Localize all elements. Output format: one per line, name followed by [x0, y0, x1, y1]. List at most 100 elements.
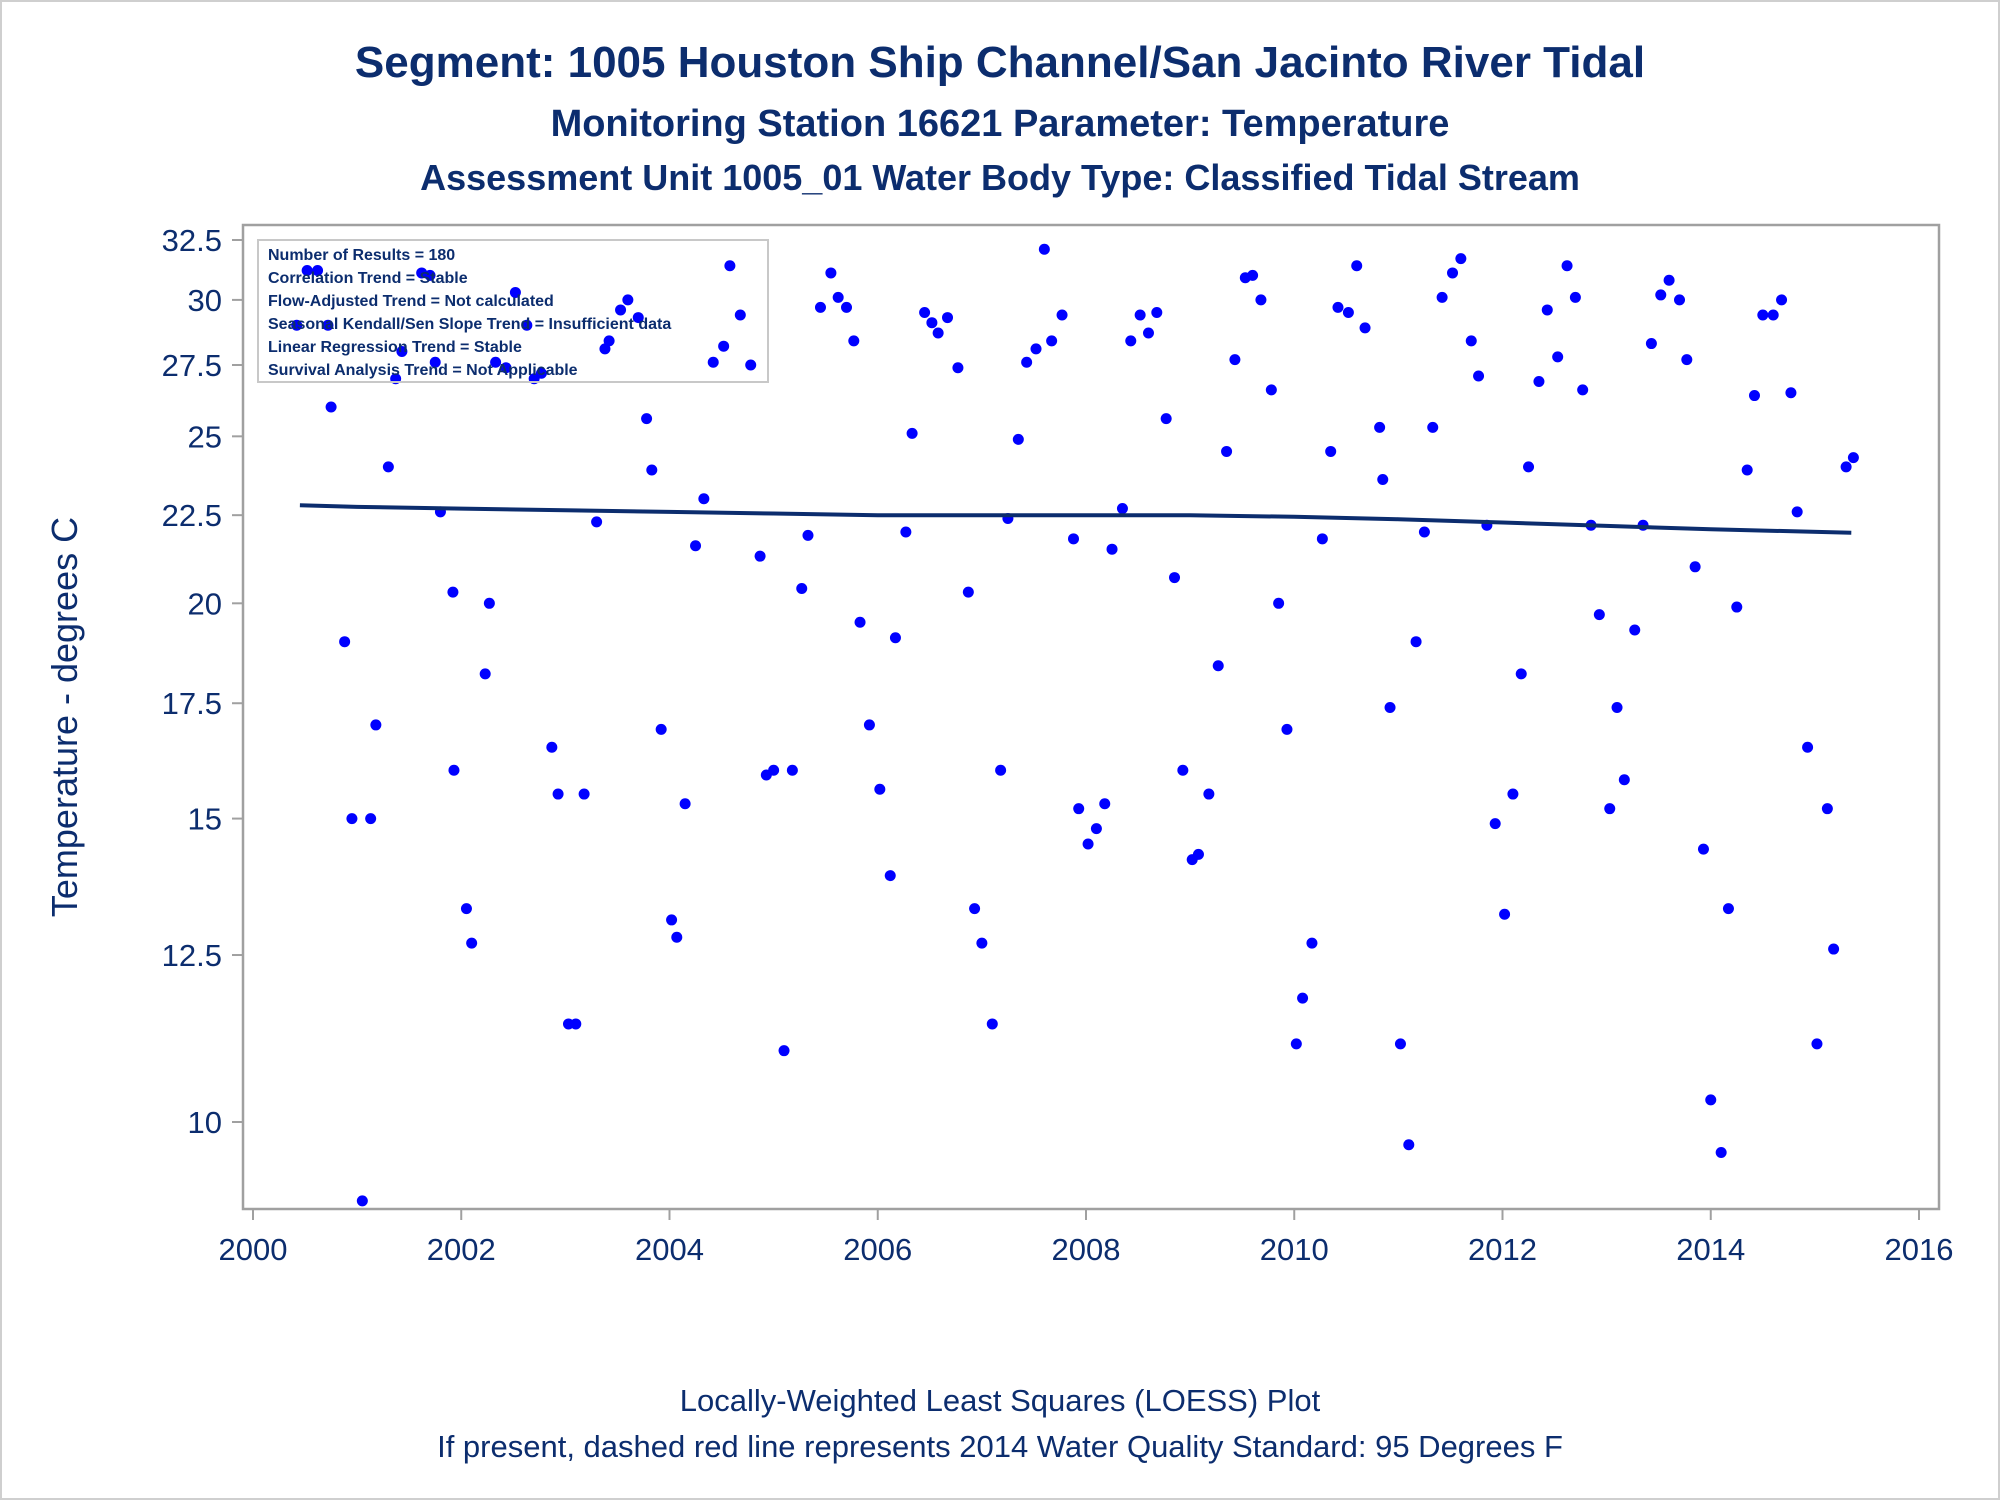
- data-point: [942, 312, 954, 324]
- y-tick-label: 15: [188, 802, 222, 837]
- data-point: [1265, 384, 1277, 396]
- data-point: [622, 294, 634, 306]
- footnote-standard: If present, dashed red line represents 2…: [437, 1429, 1563, 1464]
- data-point: [1593, 609, 1605, 621]
- data-point: [1785, 387, 1797, 399]
- data-point: [1134, 309, 1146, 321]
- data-point: [325, 401, 337, 413]
- x-tick-label: 2012: [1468, 1232, 1537, 1267]
- data-point: [926, 317, 938, 329]
- data-point: [1507, 788, 1519, 800]
- data-point: [1290, 1038, 1302, 1050]
- data-point: [796, 582, 808, 594]
- data-point: [1255, 294, 1267, 306]
- data-point: [301, 265, 313, 277]
- x-tick-label: 2002: [427, 1232, 496, 1267]
- data-point: [1499, 908, 1511, 920]
- data-point: [1604, 803, 1616, 815]
- y-tick-label: 20: [188, 586, 222, 621]
- data-point: [1447, 267, 1459, 279]
- data-point: [825, 267, 837, 279]
- data-point: [1038, 243, 1050, 255]
- data-point: [396, 346, 408, 358]
- data-point: [416, 267, 428, 279]
- stats-line: Seasonal Kendall/Sen Slope Trend = Insuf…: [268, 316, 671, 333]
- data-point: [679, 798, 691, 810]
- data-point: [646, 464, 658, 476]
- data-point: [1741, 464, 1753, 476]
- data-point: [552, 788, 564, 800]
- data-point: [854, 616, 866, 628]
- data-point: [521, 319, 533, 331]
- data-point: [1697, 843, 1709, 855]
- series-points: [291, 243, 1859, 1207]
- data-point: [603, 335, 615, 347]
- x-tick-label: 2000: [219, 1232, 288, 1267]
- data-point: [952, 362, 964, 374]
- data-point: [1106, 543, 1118, 555]
- y-tick-label: 17.5: [162, 686, 222, 721]
- data-point: [1847, 452, 1859, 464]
- data-point: [591, 516, 603, 528]
- data-point: [986, 1018, 998, 1030]
- data-point: [1099, 798, 1111, 810]
- data-point: [1436, 291, 1448, 303]
- chart-subtitle-2: Assessment Unit 1005_01 Water Body Type:…: [420, 157, 1580, 198]
- data-point: [832, 291, 844, 303]
- data-point: [1229, 354, 1241, 366]
- data-point: [1645, 338, 1657, 350]
- x-tick-label: 2008: [1052, 1232, 1121, 1267]
- data-point: [424, 269, 436, 281]
- data-point: [1410, 636, 1422, 648]
- data-point: [1012, 433, 1024, 445]
- data-point: [466, 937, 478, 949]
- data-point: [1561, 260, 1573, 272]
- data-point: [814, 301, 826, 313]
- data-point: [322, 319, 334, 331]
- data-point: [1811, 1038, 1823, 1050]
- y-tick-label: 30: [188, 283, 222, 318]
- data-point: [802, 529, 814, 541]
- data-point: [356, 1195, 368, 1207]
- data-point: [718, 340, 730, 352]
- data-point: [1791, 506, 1803, 518]
- data-point: [1629, 624, 1641, 636]
- data-point: [1030, 343, 1042, 355]
- footnote-loess: Locally-Weighted Least Squares (LOESS) P…: [679, 1383, 1321, 1418]
- data-point: [1082, 838, 1094, 850]
- stats-line: Number of Results = 180: [268, 247, 455, 264]
- plot-area: [241, 223, 1941, 1211]
- data-point: [889, 632, 901, 644]
- data-point: [1757, 309, 1769, 321]
- data-point: [1618, 774, 1630, 786]
- y-tick-label: 32.5: [162, 223, 222, 258]
- data-point: [734, 309, 746, 321]
- data-point: [1455, 253, 1467, 265]
- data-point: [906, 427, 918, 439]
- data-point: [1655, 289, 1667, 301]
- data-point: [1731, 601, 1743, 613]
- data-point: [698, 493, 710, 505]
- data-point: [479, 668, 491, 680]
- data-point: [1611, 702, 1623, 714]
- data-point: [1056, 309, 1068, 321]
- data-point: [995, 764, 1007, 776]
- data-point: [615, 304, 627, 316]
- y-tick-label: 25: [188, 419, 222, 454]
- y-tick-label: 27.5: [162, 348, 222, 383]
- data-point: [632, 312, 644, 324]
- stats-box: Number of Results = 180 Correlation Trend…: [257, 239, 769, 383]
- stats-line: Survival Analysis Trend = Not Applicable: [268, 362, 578, 379]
- y-tick-label: 12.5: [162, 938, 222, 973]
- data-point: [1418, 526, 1430, 538]
- data-point: [1515, 668, 1527, 680]
- x-tick-label: 2016: [1885, 1232, 1954, 1267]
- data-point: [863, 719, 875, 731]
- data-point: [1212, 660, 1224, 672]
- data-point: [786, 764, 798, 776]
- data-point: [1332, 301, 1344, 313]
- data-point: [546, 741, 558, 753]
- data-point: [976, 937, 988, 949]
- data-point: [1533, 376, 1545, 388]
